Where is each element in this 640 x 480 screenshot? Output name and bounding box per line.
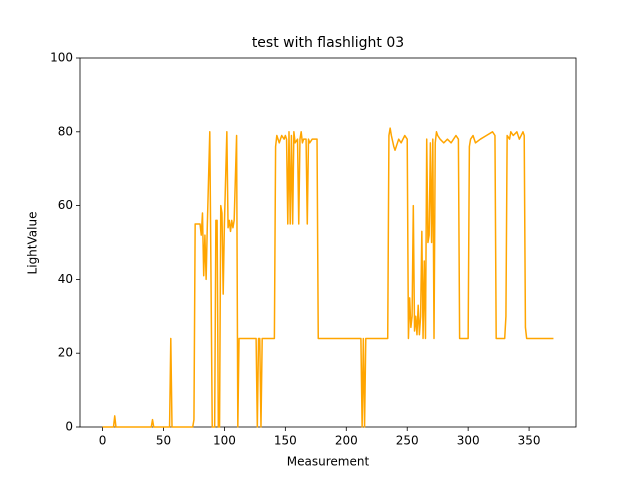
x-tick-label: 250	[396, 434, 419, 448]
y-tick-label: 60	[58, 198, 73, 212]
chart-title: test with flashlight 03	[252, 35, 404, 51]
y-tick-label: 0	[65, 420, 73, 434]
x-tick-label: 200	[335, 434, 358, 448]
x-tick-label: 300	[457, 434, 480, 448]
x-tick-label: 50	[156, 434, 171, 448]
y-tick-label: 20	[58, 346, 73, 360]
x-tick-label: 100	[213, 434, 236, 448]
x-tick-label: 0	[99, 434, 107, 448]
y-tick-label: 40	[58, 272, 73, 286]
x-axis-label: Measurement	[287, 455, 370, 469]
plot-frame	[79, 57, 577, 428]
data-line	[102, 127, 554, 428]
y-tick-label: 100	[50, 51, 73, 65]
y-tick-label: 80	[58, 124, 73, 138]
x-tick-label: 150	[274, 434, 297, 448]
x-tick-label: 350	[518, 434, 541, 448]
y-axis-label: LightValue	[26, 212, 40, 275]
